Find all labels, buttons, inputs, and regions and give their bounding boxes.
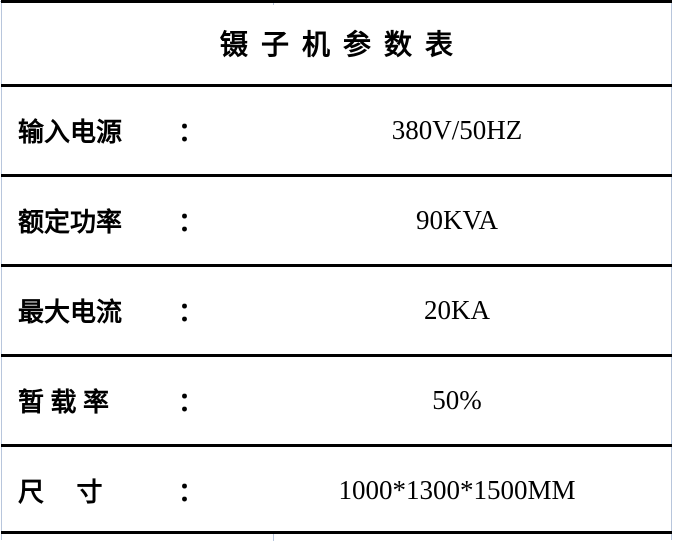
param-label-input-power: 输入电源	[18, 118, 123, 147]
table-row: 输入电源 ： 380V/50HZ	[2, 87, 671, 174]
table-rule-3	[1, 0, 672, 3]
param-label-duty-cycle: 暂 载 率	[18, 388, 110, 417]
page-title: 镊子机参数表	[219, 30, 466, 61]
table-rule-2	[1, 174, 672, 177]
table-title-cell: 镊子机参数表	[2, 2, 671, 84]
param-colon-duty-cycle: ：	[178, 388, 205, 417]
table-rule-6	[1, 531, 672, 534]
table-rule-1	[1, 84, 672, 87]
table-rule-3b	[1, 264, 672, 267]
table-rule-4	[1, 354, 672, 357]
param-value-duty-cycle: 50%	[432, 385, 482, 415]
sheet-gridline-right	[671, 1, 672, 540]
table-row: 暂 载 率 ： 50%	[2, 357, 671, 444]
param-value-input-power: 380V/50HZ	[391, 115, 523, 145]
table-rule-5	[1, 444, 672, 447]
param-value-dimensions: 1000*1300*1500MM	[338, 475, 576, 505]
table-row: 额定功率 ： 90KVA	[2, 177, 671, 264]
table-row: 最大电流 ： 20KA	[2, 267, 671, 354]
table-row: 尺 寸 ： 1000*1300*1500MM	[2, 447, 671, 534]
param-value-rated-power: 90KVA	[415, 205, 498, 235]
param-value-max-current: 20KA	[424, 295, 490, 325]
param-label-dimensions: 尺 寸	[18, 478, 103, 507]
sheet-gridline-column-tick-bottom	[273, 531, 274, 541]
param-label-rated-power: 额定功率	[18, 208, 123, 237]
param-colon-dimensions: ：	[178, 478, 205, 507]
sheet-gridline-left	[1, 1, 2, 540]
param-colon-max-current: ：	[178, 298, 205, 327]
param-colon-rated-power: ：	[178, 208, 205, 237]
param-label-max-current: 最大电流	[18, 298, 123, 327]
param-colon-input-power: ：	[178, 118, 205, 147]
